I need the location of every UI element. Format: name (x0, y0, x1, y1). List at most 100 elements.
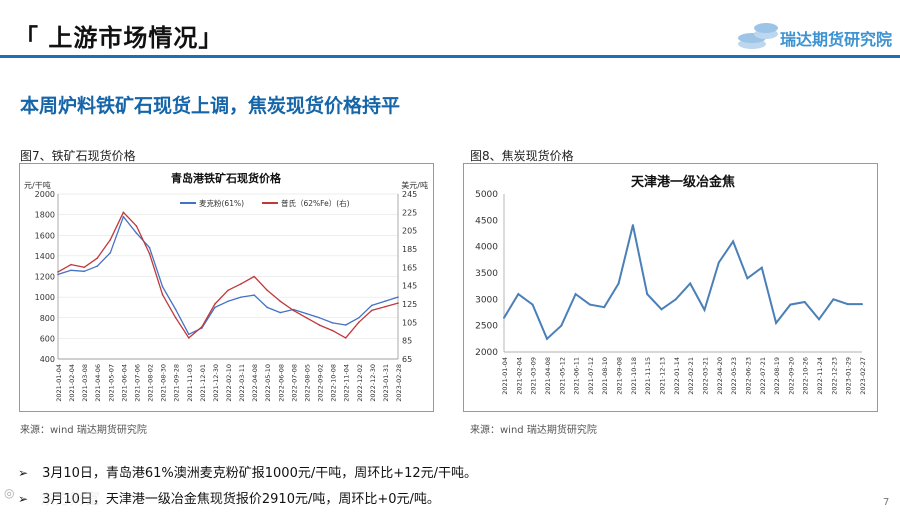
chart-1-data-point (122, 215, 125, 218)
chart-1-xtick: 2021-06-04 (120, 364, 128, 402)
chart-1-xtick: 2023-01-31 (382, 364, 390, 402)
chart-2-xtick: 2021-11-15 (644, 357, 652, 395)
chart-1-ytick-left: 800 (40, 314, 55, 323)
chart-1-data-point (397, 302, 399, 304)
company-logo (738, 23, 778, 49)
chart-1-data-point (331, 329, 334, 332)
chart-1-data-point (227, 289, 229, 292)
chart-1-ytick-right: 225 (402, 208, 417, 217)
chart-1-data-point (70, 269, 72, 272)
figure-7-source: 来源：wind 瑞达期货研究院 (20, 425, 147, 436)
chart-2-panel: 天津港一级冶金焦 2000 2500 3000 3500 4000 4500 5000 2021… (463, 163, 878, 412)
chart-1-xtick: 2021-05-07 (107, 364, 115, 402)
chart-2-xtick: 2022-02-21 (687, 357, 695, 395)
watermark-logo-icon: ◎ (4, 486, 15, 500)
chart-1-ytick-left: 1200 (35, 273, 55, 282)
chart-2-data-point (531, 303, 534, 306)
chart-1-ytick-left: 2000 (35, 190, 55, 199)
chart-2-data-point (803, 300, 806, 303)
chart-2-data-point (703, 308, 706, 311)
chart-1-data-point (384, 300, 386, 303)
chart-1-data-point (57, 271, 59, 273)
figure-8-source: 来源：wind 瑞达期货研究院 (470, 425, 597, 436)
chart-2-ytick: 2500 (475, 322, 498, 332)
chart-1-xtick: 2022-02-10 (225, 364, 233, 402)
chart-2-ytick: 3000 (475, 295, 498, 305)
chart-2-data-point (717, 261, 720, 264)
arrow-icon: ➢ (18, 466, 29, 480)
chart-1-ytick-left: 1600 (35, 231, 55, 240)
arrow-icon: ➢ (18, 492, 29, 506)
chart-1-data-point (266, 306, 269, 309)
chart-2-xtick: 2021-10-18 (630, 357, 638, 395)
chart-1-ytick-left: 1400 (35, 252, 55, 261)
chart-2-xtick: 2022-03-21 (701, 357, 709, 395)
chart-1-data-point (96, 265, 99, 267)
section-subtitle: 本周炉料铁矿石现货上调，焦炭现货价格持平 (20, 95, 401, 117)
logo-text: 瑞达期货研究院 (780, 30, 893, 49)
chart-1-ytick-left: 600 (40, 334, 55, 343)
chart-2-xtick: 2021-07-12 (587, 357, 595, 395)
chart-2-xtick: 2021-06-11 (573, 357, 581, 395)
chart-1-data-point (109, 251, 112, 254)
chart-1-data-point (161, 286, 164, 288)
chart-1-data-point (279, 300, 282, 303)
chart-1-xtick: 2022-08-05 (303, 364, 311, 402)
chart-2-xtick: 2023-01-29 (845, 357, 853, 395)
chart-1-ytick-right: 245 (402, 190, 417, 199)
chart-1-data-point (318, 316, 321, 319)
chart-2-data-point (545, 337, 548, 340)
bullet-2: ➢ 3月10日，天津港一级冶金焦现货报价2910元/吨，周环比+0元/吨。 (18, 488, 440, 507)
chart-1-ytick-right: 105 (402, 318, 417, 327)
chart-1-data-point (174, 316, 177, 319)
chart-1-data-point (318, 324, 321, 326)
chart-2-data-point (560, 324, 563, 327)
chart-1-data-point (161, 294, 164, 296)
chart-1-data-point (240, 283, 242, 285)
coke-chart: 天津港一级冶金焦 2000 2500 3000 3500 4000 4500 5000 2021… (475, 174, 867, 395)
chart-2-data-point (660, 308, 663, 311)
chart-2-xtick: 2022-04-20 (716, 357, 724, 395)
chart-1-data-point (135, 232, 138, 234)
chart-1-data-point (279, 311, 282, 314)
chart-1-data-point (187, 337, 190, 339)
bullet-2-text: 3月10日，天津港一级冶金焦现货报价2910元/吨，周环比+0元/吨。 (42, 492, 440, 507)
chart-2-data-point (832, 298, 835, 301)
chart-2-data-point (689, 282, 692, 285)
chart-1-xtick: 2021-11-03 (186, 364, 194, 402)
chart-1-data-point (214, 303, 216, 305)
chart-1-data-point (371, 309, 373, 312)
chart-2-data-point (789, 303, 792, 306)
chart-2-xtick: 2022-10-26 (802, 357, 810, 395)
chart-2-xtick: 2022-01-14 (673, 357, 681, 395)
chart-1-ylabel-right: 美元/吨 (401, 180, 428, 190)
chart-1-xtick: 2021-02-04 (68, 364, 76, 402)
chart-1-series-line (57, 216, 399, 335)
chart-2-data-point (574, 293, 577, 296)
chart-1-data-point (357, 321, 360, 324)
chart-1-ytick-right: 125 (402, 300, 417, 309)
figure-8-label: 图8、焦炭现货价格 (470, 149, 574, 163)
chart-2-xtick: 2021-03-09 (530, 357, 538, 395)
chart-1-xtick: 2022-09-02 (317, 364, 325, 402)
chart-1-xtick: 2021-08-02 (147, 364, 155, 402)
chart-1-ytick-right: 205 (402, 227, 417, 236)
chart-2-data-point (818, 318, 821, 321)
chart-2-xtick: 2023-02-27 (859, 357, 867, 395)
chart-1-legend-label: 普氏（62%Fe）(右) (281, 198, 350, 208)
chart-1-ytick-left: 1800 (35, 211, 55, 220)
chart-1-data-point (253, 294, 255, 296)
chart-1-data-point (122, 211, 125, 214)
chart-2-data-point (732, 240, 735, 243)
chart-1-data-point (96, 257, 99, 259)
chart-1-data-point (174, 308, 177, 311)
chart-2-data-point (646, 293, 649, 296)
chart-1-ytick-right: 65 (402, 355, 412, 364)
chart-2-data-point (503, 316, 505, 319)
chart-1-data-point (148, 246, 151, 249)
chart-1-data-point (371, 304, 373, 307)
chart-2-data-point (617, 282, 620, 285)
chart-2-data-point (861, 303, 863, 306)
chart-2-data-point (775, 322, 778, 325)
